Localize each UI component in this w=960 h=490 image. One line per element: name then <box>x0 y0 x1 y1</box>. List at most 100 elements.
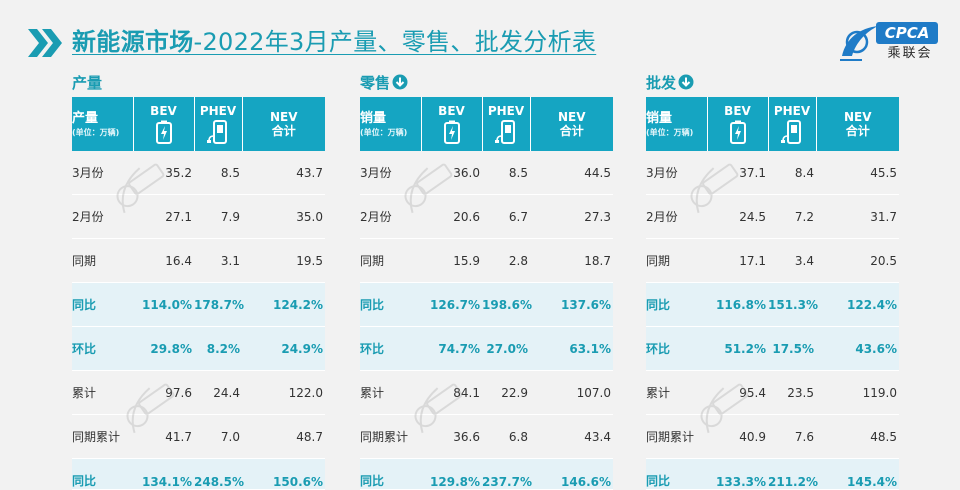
cell-bev: 97.6 <box>133 370 194 415</box>
row-label: 同比 <box>360 282 421 327</box>
cell-phev: 17.5% <box>768 326 816 371</box>
cell-nev: 107.0 <box>530 370 613 415</box>
row-label: 同期累计 <box>72 414 133 459</box>
cell-bev: 24.5 <box>707 194 768 239</box>
cell-nev: 124.2% <box>242 282 325 327</box>
cell-phev: 22.9 <box>482 370 530 415</box>
cell-nev: 48.7 <box>242 414 325 459</box>
cell-nev: 43.4 <box>530 414 613 459</box>
row-label: 3月份 <box>360 151 421 195</box>
cell-nev: 44.5 <box>530 151 613 195</box>
cpca-swoosh-icon <box>840 26 878 61</box>
cell-phev: 7.2 <box>768 194 816 239</box>
row-label: 累计 <box>646 370 707 415</box>
table-row: 3月份 35.2 8.5 43.7 <box>72 151 325 195</box>
cell-phev: 178.7% <box>194 282 244 327</box>
cell-bev: 36.0 <box>421 151 482 195</box>
header-unit-label: (单位：万辆) <box>646 127 694 137</box>
row-label: 环比 <box>646 326 707 371</box>
cell-nev: 27.3 <box>530 194 613 239</box>
data-table: 产量 (单位：万辆) BEV PHEV NEV 合计 3月份 35.2 8.5 43.7 2月份 27… <box>72 97 325 490</box>
table-row: 同期累计 41.7 7.0 48.7 <box>72 414 325 459</box>
header-bev: BEV <box>133 97 195 151</box>
table-row: 同期累计 40.9 7.6 48.5 <box>646 414 899 459</box>
cell-bev: 134.1% <box>133 458 194 490</box>
row-label: 同比 <box>72 458 133 490</box>
cell-bev: 95.4 <box>707 370 768 415</box>
table-row: 环比 74.7% 27.0% 63.1% <box>360 326 613 371</box>
cell-phev: 211.2% <box>768 458 818 490</box>
row-label: 同比 <box>646 458 707 490</box>
cell-nev: 150.6% <box>242 458 325 490</box>
cell-nev: 45.5 <box>816 151 899 195</box>
section-title-text: 零售 <box>360 74 391 92</box>
cell-phev: 151.3% <box>768 282 818 327</box>
row-label: 同期 <box>360 238 421 283</box>
cell-phev: 198.6% <box>482 282 532 327</box>
cell-nev: 122.0 <box>242 370 325 415</box>
header-phev-label: PHEV <box>199 104 237 118</box>
row-label: 2月份 <box>646 194 707 239</box>
header-bev-label: BEV <box>438 104 465 118</box>
header-phev: PHEV <box>482 97 531 151</box>
cell-phev: 7.6 <box>768 414 816 459</box>
cell-bev: 40.9 <box>707 414 768 459</box>
header-bev: BEV <box>707 97 769 151</box>
cell-nev: 20.5 <box>816 238 899 283</box>
arrow-down-circle-icon <box>392 74 408 90</box>
cell-phev: 8.4 <box>768 151 816 195</box>
cell-phev: 6.7 <box>482 194 530 239</box>
page-title-strong: 新能源市场 <box>72 28 194 56</box>
header-bev-label: BEV <box>724 104 751 118</box>
data-table: 销量 (单位：万辆) BEV PHEV NEV 合计 3月份 37.1 8.4 45.5 2月份 24… <box>646 97 899 490</box>
battery-icon <box>729 120 746 144</box>
cell-bev: 16.4 <box>133 238 194 283</box>
section-title-text: 批发 <box>646 74 677 92</box>
header-nev: NEV 合计 <box>530 97 613 151</box>
table-row: 同期 16.4 3.1 19.5 <box>72 238 325 283</box>
header-phev: PHEV <box>194 97 243 151</box>
section-title: 批发 <box>646 72 694 94</box>
cell-bev: 37.1 <box>707 151 768 195</box>
header-metric: 销量 (单位：万辆) <box>646 97 708 151</box>
table-row: 同比 134.1% 248.5% 150.6% <box>72 458 325 490</box>
header-phev: PHEV <box>768 97 817 151</box>
cell-phev: 23.5 <box>768 370 816 415</box>
cell-phev: 3.1 <box>194 238 242 283</box>
section-title: 零售 <box>360 72 408 94</box>
table-row: 环比 29.8% 8.2% 24.9% <box>72 326 325 371</box>
cpca-logo: CPCA 乘联会 <box>836 20 946 64</box>
plug-battery-icon <box>207 120 227 144</box>
table-header-row: 产量 (单位：万辆) BEV PHEV NEV 合计 <box>72 97 325 151</box>
section-title: 产量 <box>72 72 102 94</box>
cell-bev: 133.3% <box>707 458 768 490</box>
table-row: 3月份 36.0 8.5 44.5 <box>360 151 613 195</box>
row-label: 累计 <box>72 370 133 415</box>
cell-nev: 43.6% <box>816 326 899 371</box>
cell-nev: 48.5 <box>816 414 899 459</box>
page-title-rest: -2022年3月产量、零售、批发分析表 <box>193 28 597 56</box>
cell-nev: 145.4% <box>816 458 899 490</box>
table-row: 同比 133.3% 211.2% 145.4% <box>646 458 899 490</box>
row-label: 环比 <box>360 326 421 371</box>
cell-phev: 8.2% <box>194 326 242 371</box>
plug-battery-icon <box>781 120 801 144</box>
table-row: 累计 84.1 22.9 107.0 <box>360 370 613 415</box>
row-label: 同期 <box>646 238 707 283</box>
arrow-down-circle-icon <box>678 74 694 90</box>
row-label: 2月份 <box>360 194 421 239</box>
header-metric-label: 销量 <box>360 110 387 126</box>
cell-bev: 114.0% <box>133 282 194 327</box>
cell-nev: 35.0 <box>242 194 325 239</box>
row-label: 3月份 <box>646 151 707 195</box>
cell-bev: 36.6 <box>421 414 482 459</box>
header-nev-label: NEV <box>843 110 872 124</box>
section-title-text: 产量 <box>72 74 103 92</box>
cell-phev: 8.5 <box>482 151 530 195</box>
table-header-row: 销量 (单位：万辆) BEV PHEV NEV 合计 <box>360 97 613 151</box>
row-label: 2月份 <box>72 194 133 239</box>
header-nev-label: NEV <box>269 110 298 124</box>
logo-cn-text: 乘联会 <box>887 46 933 61</box>
header-metric-label: 销量 <box>646 110 673 126</box>
data-table: 销量 (单位：万辆) BEV PHEV NEV 合计 3月份 36.0 8.5 44.5 2月份 20… <box>360 97 613 490</box>
